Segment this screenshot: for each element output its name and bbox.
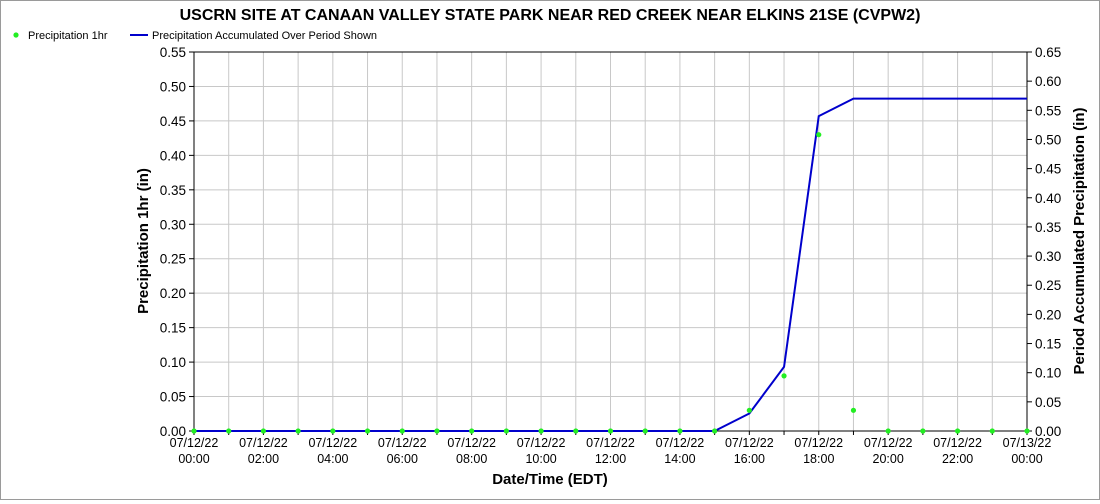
x-tick-label-time: 00:00 — [178, 452, 209, 466]
right-tick-label: 0.05 — [1035, 395, 1061, 410]
x-tick-label-date: 07/12/22 — [447, 436, 496, 450]
left-tick-label: 0.30 — [160, 217, 186, 232]
precip-1hr-point — [954, 428, 961, 434]
x-axis-label: Date/Time (EDT) — [492, 471, 608, 488]
precip-1hr-point — [607, 428, 614, 434]
right-tick-label: 0.45 — [1035, 162, 1061, 177]
x-tick-label-time: 06:00 — [387, 452, 418, 466]
precip-1hr-point — [989, 428, 995, 434]
left-tick-label: 0.35 — [160, 183, 186, 198]
precip-1hr-point — [885, 428, 891, 434]
x-tick-label-date: 07/12/22 — [864, 436, 913, 450]
left-tick-label: 0.20 — [160, 286, 186, 301]
right-tick-label: 0.10 — [1035, 366, 1061, 381]
x-tick-label-date: 07/13/22 — [1003, 436, 1052, 450]
x-tick-label-time: 08:00 — [456, 452, 487, 466]
x-tick-label-date: 07/12/22 — [725, 436, 774, 450]
x-tick-label-time: 12:00 — [595, 452, 626, 466]
right-tick-label: 0.25 — [1035, 278, 1061, 293]
right-tick-label: 0.65 — [1035, 45, 1061, 60]
precip-1hr-point — [677, 428, 683, 434]
right-tick-label: 0.15 — [1035, 337, 1061, 352]
x-tick-label-date: 07/12/22 — [170, 436, 219, 450]
x-tick-label-date: 07/12/22 — [933, 436, 982, 450]
right-tick-label: 0.60 — [1035, 74, 1061, 89]
x-tick-label-time: 10:00 — [525, 452, 556, 466]
left-tick-label: 0.50 — [160, 79, 186, 94]
precip-1hr-point — [330, 428, 336, 434]
right-y-axis-label: Period Accumulated Precipitation (in) — [1071, 108, 1088, 375]
legend-label-accumulated: Precipitation Accumulated Over Period Sh… — [152, 30, 377, 42]
left-tick-label: 0.25 — [160, 252, 186, 267]
precip-1hr-point — [434, 428, 440, 434]
x-tick-label-time: 00:00 — [1011, 452, 1042, 466]
legend-label-precip-1hr: Precipitation 1hr — [28, 30, 108, 42]
x-tick-label-date: 07/12/22 — [308, 436, 357, 450]
x-tick-label-date: 07/12/22 — [378, 436, 427, 450]
x-tick-label-time: 16:00 — [734, 452, 765, 466]
right-tick-label: 0.55 — [1035, 103, 1061, 118]
x-tick-label-date: 07/12/22 — [656, 436, 705, 450]
left-tick-label: 0.40 — [160, 148, 186, 163]
right-tick-label: 0.00 — [1035, 424, 1061, 439]
left-tick-label: 0.55 — [160, 45, 186, 60]
precip-1hr-point — [503, 428, 509, 434]
precip-1hr-point — [364, 428, 371, 434]
precip-1hr-point — [781, 373, 787, 379]
right-tick-label: 0.20 — [1035, 307, 1061, 322]
precip-1hr-point — [226, 428, 232, 434]
x-tick-label-date: 07/12/22 — [239, 436, 288, 450]
left-tick-label: 0.15 — [160, 321, 186, 336]
precip-1hr-point — [712, 428, 718, 434]
precip-1hr-point — [191, 428, 197, 434]
left-tick-label: 0.05 — [160, 390, 186, 405]
left-y-axis-label: Precipitation 1hr (in) — [135, 168, 152, 314]
x-tick-label-time: 18:00 — [803, 452, 834, 466]
right-y-axis-ticks: 0.00 0.05 0.10 0.15 0.20 0.25 0.30 0.35 0.40 0.45… — [1027, 45, 1061, 439]
x-tick-label-date: 07/12/22 — [794, 436, 843, 450]
left-tick-label: 0.00 — [160, 424, 186, 439]
x-tick-label-time: 22:00 — [942, 452, 973, 466]
legend: Precipitation 1hr Precipitation Accumula… — [13, 30, 377, 42]
precip-1hr-point — [1024, 428, 1030, 434]
x-tick-label-time: 04:00 — [317, 452, 348, 466]
right-tick-label: 0.40 — [1035, 191, 1061, 206]
x-tick-label-time: 20:00 — [873, 452, 904, 466]
precip-1hr-point — [920, 428, 926, 434]
left-tick-label: 0.10 — [160, 355, 186, 370]
x-tick-label-date: 07/12/22 — [517, 436, 566, 450]
precip-1hr-point — [746, 407, 752, 413]
precip-1hr-point — [573, 428, 579, 434]
precip-1hr-point — [260, 428, 267, 434]
legend-marker-precip-1hr — [13, 32, 19, 38]
right-tick-label: 0.30 — [1035, 249, 1061, 264]
precip-1hr-point — [850, 407, 857, 413]
chart-title: USCRN SITE AT CANAAN VALLEY STATE PARK N… — [180, 7, 921, 24]
left-y-axis-ticks: 0.00 0.05 0.10 0.15 0.20 0.25 0.30 0.35 0.40 0.45… — [160, 45, 194, 439]
x-axis-ticks: 07/12/22 00:00 07/12/22 02:00 07/12/22 04:00 0… — [170, 431, 1052, 466]
precip-1hr-point — [816, 132, 822, 138]
grid-lines — [193, 51, 1028, 432]
precip-1hr-point — [642, 428, 648, 434]
left-tick-label: 0.45 — [160, 114, 186, 129]
right-tick-label: 0.35 — [1035, 220, 1061, 235]
precip-1hr-point — [538, 428, 544, 434]
hourly-precip-series — [191, 132, 1030, 434]
x-tick-label-time: 02:00 — [248, 452, 279, 466]
precip-1hr-point — [399, 428, 405, 434]
precip-1hr-point — [295, 428, 301, 434]
precip-1hr-point — [469, 428, 475, 434]
x-tick-label-date: 07/12/22 — [586, 436, 635, 450]
x-tick-label-time: 14:00 — [664, 452, 695, 466]
right-tick-label: 0.50 — [1035, 132, 1061, 147]
